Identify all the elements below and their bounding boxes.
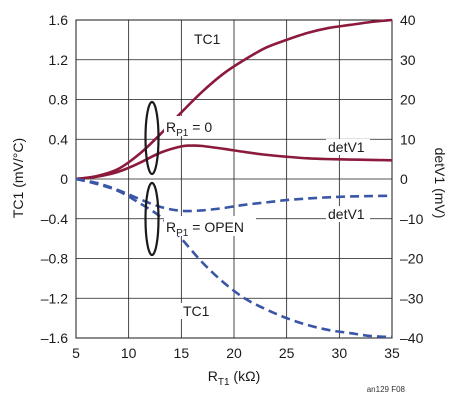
y-left-tick-labels: 1.6 1.2 0.8 0.4 0 –0.4 –0.8 –1.2 –1.6 xyxy=(41,12,68,346)
label-rp1-zero-sub: P1 xyxy=(176,128,189,139)
label-bg-tc1-top xyxy=(191,31,225,47)
label-rp1-open-sub: P1 xyxy=(176,228,189,239)
x-axis-title-sub: T1 xyxy=(218,377,230,388)
figure-id: an129 F08 xyxy=(367,385,406,394)
y-right-tick-labels: 40 30 20 10 0 –10 –20 –30 –40 xyxy=(400,12,424,346)
y-left-tick-label: 1.6 xyxy=(49,12,69,28)
x-tick-label: 30 xyxy=(332,345,348,361)
x-tick-label: 35 xyxy=(384,345,400,361)
label-bg-tc1-bottom xyxy=(180,303,214,319)
y-right-tick-label: 40 xyxy=(400,12,416,28)
y-left-tick-label: –0.4 xyxy=(41,211,68,227)
x-tick-label: 15 xyxy=(174,345,190,361)
label-rp1-zero-tail: = 0 xyxy=(188,119,212,135)
y-right-tick-label: 20 xyxy=(400,92,416,108)
y-left-tick-label: 1.2 xyxy=(49,52,69,68)
x-tick-label: 5 xyxy=(72,345,80,361)
label-bg-rp1-open xyxy=(164,216,256,236)
label-rp1-zero: RP1 = 0 xyxy=(166,119,212,139)
x-tick-labels: 5 10 15 20 25 30 35 xyxy=(72,345,400,361)
x-axis-title: RT1 (kΩ) xyxy=(208,368,260,388)
label-bg-detv1-dashed xyxy=(326,206,370,222)
y-left-tick-label: –1.6 xyxy=(41,330,68,346)
y-right-tick-label: –20 xyxy=(400,251,424,267)
label-tc1-top: TC1 xyxy=(194,31,221,47)
x-tick-label: 10 xyxy=(121,345,137,361)
y-right-tick-label: –10 xyxy=(400,211,424,227)
ellipse-rp1-open xyxy=(144,181,160,257)
x-axis-title-tail: (kΩ) xyxy=(230,368,261,384)
series-layer xyxy=(75,18,393,339)
y-right-tick-label: 10 xyxy=(400,131,416,147)
y-left-axis-title: TC1 (mV/°C) xyxy=(10,138,26,218)
y-right-tick-label: 0 xyxy=(400,171,408,187)
y-right-tick-label: –40 xyxy=(400,330,424,346)
label-rp1-open-tail: = OPEN xyxy=(188,219,244,235)
label-detv1-dashed: detV1 xyxy=(328,206,365,222)
label-tc1-bottom: TC1 xyxy=(183,303,210,319)
ellipse-rp1-zero xyxy=(144,100,160,176)
x-axis-title-main: R xyxy=(208,368,218,384)
y-right-tick-label: 30 xyxy=(400,52,416,68)
label-rp1-open-main: R xyxy=(166,219,176,235)
y-left-tick-label: –1.2 xyxy=(41,290,68,306)
y-right-tick-label: –30 xyxy=(400,290,424,306)
x-tick-label: 20 xyxy=(226,345,242,361)
series-line-rp1-0-detv1 xyxy=(75,144,393,181)
y-left-tick-label: 0 xyxy=(60,171,68,187)
label-detv1-solid: detV1 xyxy=(328,139,365,155)
y-right-axis-title: detV1 (mV) xyxy=(432,148,448,219)
label-rp1-zero-main: R xyxy=(166,119,176,135)
y-left-tick-label: –0.8 xyxy=(41,251,68,267)
series-line-rp1-open-tc1 xyxy=(75,177,393,339)
label-bg-detv1-solid xyxy=(326,139,370,155)
series-line-rp1-open-detv1 xyxy=(75,177,393,213)
x-tick-label: 25 xyxy=(279,345,295,361)
y-left-tick-label: 0.8 xyxy=(49,92,69,108)
label-rp1-open: RP1 = OPEN xyxy=(166,219,244,239)
y-left-tick-label: 0.4 xyxy=(49,131,69,147)
series-line-rp1-0-tc1 xyxy=(75,18,393,181)
label-bg-rp1-zero xyxy=(164,116,226,136)
